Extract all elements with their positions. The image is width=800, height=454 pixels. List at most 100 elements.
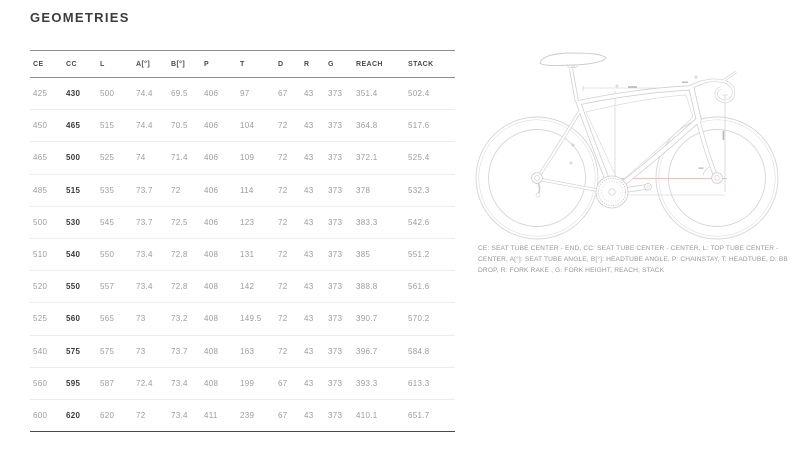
cell-ce: 450 bbox=[30, 109, 63, 143]
cell-r: 43 bbox=[301, 238, 325, 272]
cell-b: 72.8 bbox=[168, 270, 201, 304]
cell-reach: 388.8 bbox=[353, 270, 405, 304]
cell-reach: 372.1 bbox=[353, 141, 405, 175]
cell-b: 69.5 bbox=[168, 77, 201, 111]
cell-t: 199 bbox=[237, 367, 275, 400]
cell-l: 515 bbox=[97, 109, 133, 143]
column-header-l: L bbox=[97, 50, 133, 78]
cell-reach: 383.3 bbox=[353, 206, 405, 239]
column-header-d: D bbox=[275, 50, 301, 78]
cell-b: 73.2 bbox=[168, 302, 201, 336]
column-header-b: B[°] bbox=[168, 50, 201, 78]
cell-l: 500 bbox=[97, 77, 133, 111]
geometry-table-body: 425 430 500 74.4 69.5 406 97 67 43 373 351.4 502.4 4… bbox=[30, 77, 455, 433]
cell-a: 73.7 bbox=[133, 174, 168, 207]
cell-cc: 515 bbox=[63, 174, 97, 207]
cell-stack: 570.2 bbox=[405, 302, 455, 336]
cell-stack: 613.3 bbox=[405, 367, 455, 400]
cell-cc: 575 bbox=[63, 335, 97, 368]
cell-r: 43 bbox=[301, 174, 325, 207]
rear-hub-icon bbox=[531, 172, 543, 198]
dimension-labels bbox=[628, 81, 725, 169]
geometry-legend: CE: SEAT TUBE CENTER - END, CC: SEAT TUB… bbox=[478, 245, 788, 274]
cell-r: 43 bbox=[301, 109, 325, 143]
cell-g: 373 bbox=[325, 399, 353, 433]
cell-ce: 560 bbox=[30, 367, 63, 400]
cell-a: 74 bbox=[133, 141, 168, 175]
cell-d: 72 bbox=[275, 174, 301, 207]
cell-p: 406 bbox=[201, 206, 237, 239]
cell-reach: 378 bbox=[353, 174, 405, 207]
cell-t: 97 bbox=[237, 77, 275, 111]
rear-wheel-icon bbox=[475, 116, 599, 240]
cell-d: 67 bbox=[275, 77, 301, 111]
cell-cc: 595 bbox=[63, 367, 97, 400]
column-header-p: P bbox=[201, 50, 237, 78]
cell-d: 72 bbox=[275, 109, 301, 143]
cell-r: 43 bbox=[301, 270, 325, 304]
cell-stack: 532.3 bbox=[405, 174, 455, 207]
cell-stack: 542.6 bbox=[405, 206, 455, 239]
saddle-icon bbox=[539, 52, 607, 69]
cell-p: 408 bbox=[201, 302, 237, 336]
cell-d: 72 bbox=[275, 206, 301, 239]
cell-stack: 525.4 bbox=[405, 141, 455, 175]
table-row: 525 560 565 73 73.2 408 149.5 72 43 373 390.7 570.2 bbox=[30, 302, 455, 336]
cell-ce: 600 bbox=[30, 399, 63, 433]
cell-stack: 584.8 bbox=[405, 335, 455, 368]
header-row: CE CC L A[°] B[°] P T D R G REACH STACK bbox=[30, 50, 455, 78]
cell-a: 73.4 bbox=[133, 270, 168, 304]
cell-l: 550 bbox=[97, 238, 133, 272]
column-header-t: T bbox=[237, 50, 275, 78]
cell-b: 72.8 bbox=[168, 238, 201, 272]
cell-p: 406 bbox=[201, 109, 237, 143]
cell-a: 73.4 bbox=[133, 238, 168, 272]
cell-r: 43 bbox=[301, 302, 325, 336]
table-row: 560 595 587 72.4 73.4 408 199 67 43 373 393.3 613.3 bbox=[30, 367, 455, 400]
cell-cc: 550 bbox=[63, 270, 97, 304]
cell-ce: 500 bbox=[30, 206, 63, 239]
cell-p: 408 bbox=[201, 238, 237, 272]
front-hub-icon bbox=[711, 172, 723, 184]
cell-cc: 500 bbox=[63, 141, 97, 175]
cell-d: 67 bbox=[275, 367, 301, 400]
cell-g: 373 bbox=[325, 141, 353, 175]
cell-a: 72.4 bbox=[133, 367, 168, 400]
cell-ce: 510 bbox=[30, 238, 63, 272]
cell-ce: 520 bbox=[30, 270, 63, 304]
cell-cc: 465 bbox=[63, 109, 97, 143]
cell-d: 67 bbox=[275, 399, 301, 433]
cell-t: 163 bbox=[237, 335, 275, 368]
cell-b: 72.5 bbox=[168, 206, 201, 239]
cell-p: 408 bbox=[201, 367, 237, 400]
cell-r: 43 bbox=[301, 335, 325, 368]
cell-cc: 540 bbox=[63, 238, 97, 272]
cell-b: 71.4 bbox=[168, 141, 201, 175]
cell-reach: 351.4 bbox=[353, 77, 405, 111]
cell-g: 373 bbox=[325, 367, 353, 400]
cell-d: 72 bbox=[275, 302, 301, 336]
cell-p: 408 bbox=[201, 270, 237, 304]
cell-t: 109 bbox=[237, 141, 275, 175]
cell-ce: 525 bbox=[30, 302, 63, 336]
cell-d: 72 bbox=[275, 335, 301, 368]
cell-l: 545 bbox=[97, 206, 133, 239]
column-header-ce: CE bbox=[30, 50, 63, 78]
cell-g: 373 bbox=[325, 174, 353, 207]
cell-b: 73.4 bbox=[168, 367, 201, 400]
cell-a: 73.7 bbox=[133, 206, 168, 239]
cell-t: 131 bbox=[237, 238, 275, 272]
column-header-stack: STACK bbox=[405, 50, 455, 78]
table-row: 540 575 575 73 73.7 408 163 72 43 373 396.7 584.8 bbox=[30, 335, 455, 368]
cell-cc: 430 bbox=[63, 77, 97, 111]
cell-g: 373 bbox=[325, 77, 353, 111]
column-header-reach: REACH bbox=[353, 50, 405, 78]
cell-ce: 485 bbox=[30, 174, 63, 207]
table-row: 485 515 535 73.7 72 406 114 72 43 373 378 532.3 bbox=[30, 174, 455, 207]
cell-r: 43 bbox=[301, 206, 325, 239]
column-header-cc: CC bbox=[63, 50, 97, 78]
cell-l: 575 bbox=[97, 335, 133, 368]
cell-l: 525 bbox=[97, 141, 133, 175]
cell-p: 411 bbox=[201, 399, 237, 433]
cell-a: 74.4 bbox=[133, 109, 168, 143]
